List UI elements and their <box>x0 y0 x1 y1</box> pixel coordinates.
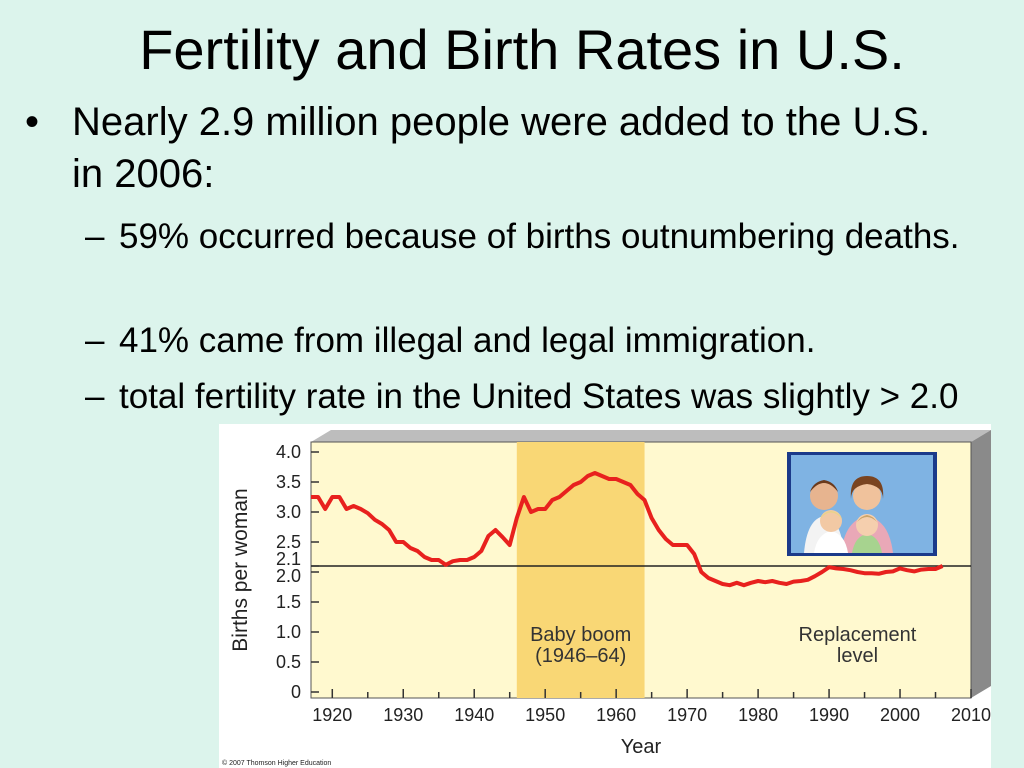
sub-bullet-item: – 59% occurred because of births outnumb… <box>85 214 985 259</box>
credit-text: © 2007 Thomson Higher Education <box>222 759 331 767</box>
sub-bullet-text: 59% occurred because of births outnumber… <box>119 217 960 256</box>
sub-bullet-text: 41% came from illegal and legal immigrat… <box>119 321 816 360</box>
bullet-item: • Nearly 2.9 million people were added t… <box>25 96 970 200</box>
y-tick-label: 0 <box>291 682 301 702</box>
chart-frame-top <box>311 430 991 442</box>
baby-boom-label: Baby boom <box>530 624 631 646</box>
x-axis-title: Year <box>621 736 662 758</box>
sub-bullet-item: – 41% came from illegal and legal immigr… <box>85 318 985 363</box>
bullet-marker: • <box>25 100 40 144</box>
y-tick-label: 3.5 <box>276 472 301 492</box>
replacement-level-label-line2: level <box>837 645 878 667</box>
fertility-rate-line <box>311 471 944 588</box>
fertility-chart-svg: Baby boom (1946–64) Replacement level 00… <box>222 430 991 767</box>
y-tick-label: 2.1 <box>276 549 301 569</box>
slide-title: Fertility and Birth Rates in U.S. <box>139 18 905 81</box>
sub-bullet-marker: – <box>85 217 105 256</box>
y-axis: 0 0.5 1.0 1.5 2.02.12.5 3.0 3.5 4.0 <box>276 442 319 702</box>
x-tick-label: 1950 <box>525 705 565 725</box>
y-tick-label: 3.0 <box>276 502 301 522</box>
bullet-text: Nearly 2.9 million people were added to … <box>72 100 931 196</box>
family-photo <box>787 452 937 556</box>
replacement-level-label: Replacement <box>799 624 917 646</box>
x-tick-label: 1990 <box>809 705 849 725</box>
x-tick-label: 2000 <box>880 705 920 725</box>
y-tick-label: 2.0 <box>276 566 301 586</box>
baby-boom-years-label: (1946–64) <box>535 645 626 667</box>
x-tick-label: 1940 <box>454 705 494 725</box>
y-tick-label: 2.5 <box>276 532 301 552</box>
x-tick-label: 2010 <box>951 705 991 725</box>
chart-frame-right <box>971 430 991 698</box>
y-tick-label: 1.5 <box>276 592 301 612</box>
x-tick-label: 1960 <box>596 705 636 725</box>
x-axis: 1920 1930 1940 1950 1960 1970 1980 1990 2000 2010 <box>312 689 991 725</box>
x-tick-label: 1980 <box>738 705 778 725</box>
y-tick-label: 1.0 <box>276 622 301 642</box>
sub-bullet-text: total fertility rate in the United State… <box>119 377 959 416</box>
x-tick-label: 1920 <box>312 705 352 725</box>
x-tick-label: 1970 <box>667 705 707 725</box>
y-tick-label: 4.0 <box>276 442 301 462</box>
y-axis-title: Births per woman <box>229 488 252 651</box>
sub-bullet-item: – total fertility rate in the United Sta… <box>85 374 985 419</box>
x-tick-label: 1930 <box>383 705 423 725</box>
baby-boom-shade <box>516 442 645 698</box>
sub-bullet-marker: – <box>85 377 105 416</box>
sub-bullet-marker: – <box>85 321 105 360</box>
family-photo-image <box>804 476 893 553</box>
y-tick-label: 0.5 <box>276 652 301 672</box>
